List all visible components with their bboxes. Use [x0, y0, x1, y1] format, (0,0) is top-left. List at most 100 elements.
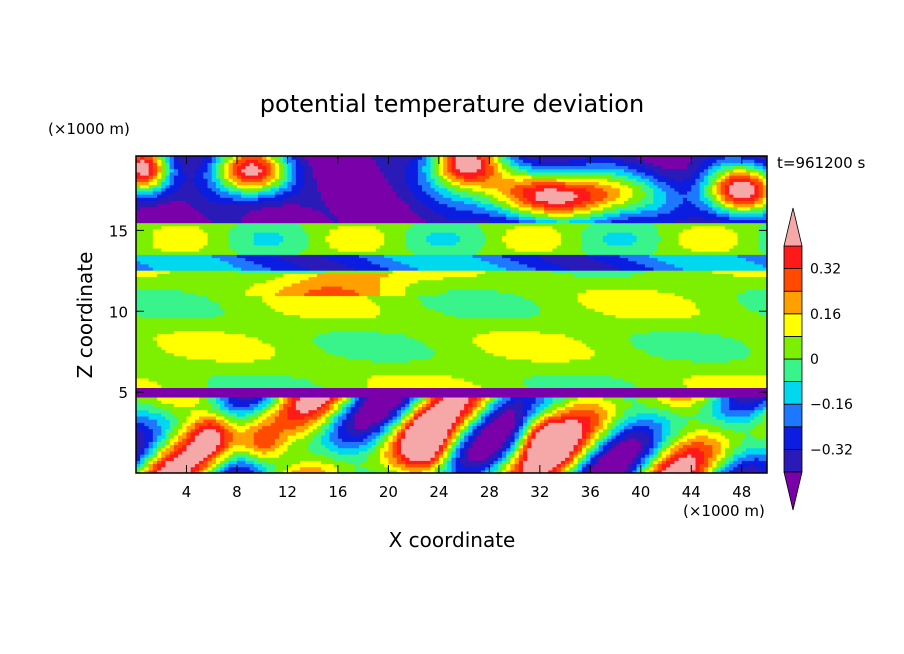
contour-cell	[165, 453, 171, 458]
contour-cell	[602, 238, 638, 243]
contour-cell	[220, 396, 230, 401]
contour-cell	[539, 425, 545, 430]
contour-cell	[472, 428, 478, 433]
contour-cell	[480, 184, 516, 189]
contour-cell	[346, 406, 352, 411]
contour-cell	[586, 438, 591, 442]
contour-cell	[165, 187, 179, 192]
contour-cell	[544, 422, 549, 427]
contour-cell	[674, 292, 739, 297]
contour-cell	[152, 450, 158, 455]
contour-cell	[157, 463, 167, 468]
contour-cell	[510, 457, 516, 461]
contour-cell	[182, 431, 188, 436]
contour-cell	[493, 156, 499, 160]
contour-cell	[136, 422, 146, 427]
contour-cell	[215, 412, 225, 417]
contour-cell	[468, 441, 474, 446]
contour-cell	[350, 409, 356, 414]
contour-cell	[666, 190, 680, 195]
contour-cell	[506, 266, 537, 271]
contour-cell	[329, 431, 339, 436]
contour-cell	[670, 450, 676, 455]
contour-cell	[211, 162, 217, 167]
contour-cell	[136, 228, 154, 233]
contour-cell	[148, 171, 154, 176]
contour-cell	[405, 292, 440, 297]
contour-cell	[615, 425, 625, 430]
contour-cell	[215, 165, 221, 170]
contour-cell	[337, 403, 343, 408]
contour-cell	[304, 168, 314, 173]
contour-cell	[295, 178, 305, 182]
contour-cell	[173, 175, 188, 179]
contour-cell	[333, 419, 339, 423]
contour-cell	[257, 165, 268, 170]
contour-cell	[497, 457, 503, 461]
contour-cell	[602, 419, 612, 423]
contour-cell	[232, 425, 251, 430]
contour-cell	[489, 213, 507, 217]
contour-cell	[598, 447, 604, 452]
contour-cell	[287, 444, 310, 449]
x-tick-label: 48	[732, 483, 751, 501]
contour-cell	[337, 466, 356, 471]
contour-cell	[720, 431, 747, 436]
contour-cell	[136, 327, 767, 331]
contour-cell	[136, 358, 217, 363]
contour-cell	[501, 450, 507, 455]
contour-cell	[657, 463, 663, 468]
contour-cell	[363, 431, 373, 436]
contour-cell	[409, 184, 423, 189]
contour-cell	[144, 444, 150, 449]
contour-cell	[346, 425, 356, 430]
contour-cell	[203, 171, 213, 176]
contour-cell	[220, 422, 230, 427]
contour-cell	[708, 396, 718, 401]
contour-cell	[598, 453, 604, 458]
contour-cell	[510, 206, 520, 211]
contour-cell	[417, 279, 767, 284]
contour-cell	[451, 156, 457, 160]
contour-cell	[329, 330, 381, 335]
contour-cell	[354, 469, 377, 473]
contour-cell	[270, 406, 280, 411]
x-axis-label: X coordinate	[389, 528, 516, 552]
contour-cell	[758, 168, 764, 173]
contour-cell	[236, 254, 276, 259]
contour-cell	[754, 190, 760, 195]
contour-cell	[422, 403, 427, 408]
contour-cell	[485, 415, 490, 420]
contour-cell	[274, 409, 280, 414]
contour-cell	[384, 171, 406, 176]
contour-cell	[405, 285, 767, 290]
contour-cell	[518, 457, 524, 461]
contour-cell	[720, 403, 730, 408]
contour-cell	[695, 428, 709, 433]
contour-cell	[451, 178, 465, 182]
contour-cell	[157, 447, 162, 452]
contour-cell	[325, 200, 406, 205]
contour-cell	[674, 434, 684, 439]
colorbar-box	[783, 403, 803, 428]
contour-cell	[527, 415, 533, 420]
contour-cell	[451, 457, 457, 461]
contour-cell	[430, 460, 436, 465]
contour-cell	[510, 203, 520, 208]
contour-cell	[220, 466, 225, 471]
contour-cell	[611, 431, 617, 436]
contour-cell	[661, 460, 667, 465]
contour-cell	[506, 244, 558, 249]
contour-cell	[514, 447, 520, 452]
contour-cell	[199, 469, 204, 473]
contour-cell	[308, 162, 377, 167]
contour-cell	[136, 320, 767, 325]
contour-cell	[745, 355, 767, 360]
contour-cell	[136, 254, 213, 259]
contour-cell	[215, 419, 225, 423]
contour-cell	[287, 162, 293, 167]
contour-cell	[720, 190, 726, 195]
contour-cell	[274, 438, 289, 442]
contour-cell	[489, 260, 520, 265]
contour-cell	[666, 181, 697, 186]
